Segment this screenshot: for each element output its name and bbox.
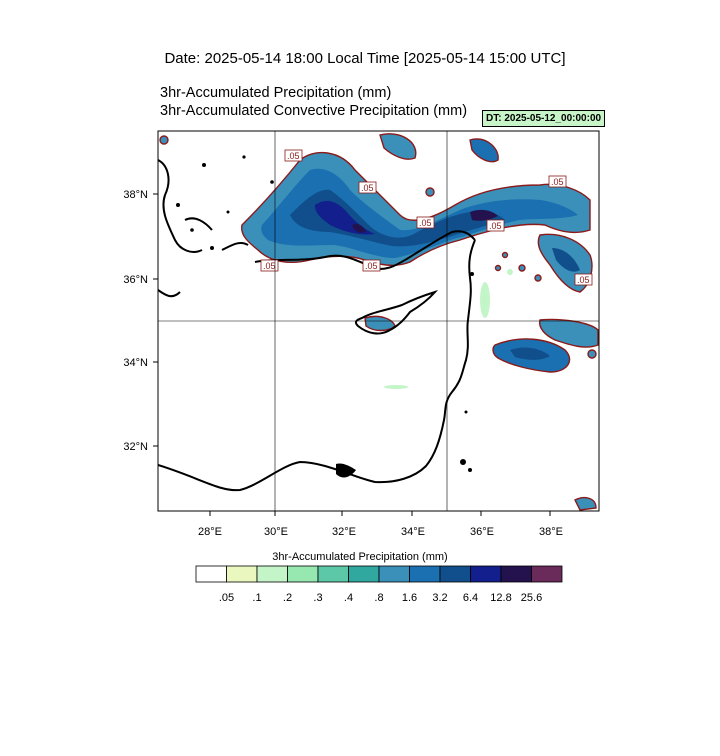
colorbar-label: .1 [252, 592, 261, 604]
colorbar-label: .05 [219, 592, 234, 604]
islands [176, 155, 474, 478]
colorbar-swatch [409, 565, 441, 583]
colorbar-swatch [531, 565, 563, 583]
date-title: Date: 2025-05-14 18:00 Local Time [2025-… [164, 50, 566, 67]
lon-tick-label: 28°E [198, 526, 222, 538]
precip-cells-east [159, 133, 599, 511]
lon-tick-label: 34°E [401, 526, 425, 538]
coast-levant [158, 239, 476, 492]
contour-label: .05 [365, 261, 378, 271]
contour-label: .05 [551, 177, 564, 187]
colorbar-swatch [256, 565, 288, 583]
contour-label: .05 [419, 218, 432, 228]
colorbar-swatch [470, 565, 502, 583]
colorbar-swatch [195, 565, 227, 583]
lon-tick-label: 32°E [332, 526, 356, 538]
variable-title-convective: 3hr-Accumulated Convective Precipitation… [160, 103, 468, 119]
colorbar-swatch [348, 565, 380, 583]
colorbar-label: 25.6 [521, 592, 542, 604]
variable-title-precip: 3hr-Accumulated Precipitation (mm) [160, 85, 392, 101]
colorbar-label: .4 [344, 592, 353, 604]
lat-tick-label: 38°N [123, 189, 148, 201]
lat-tick-label: 36°N [123, 274, 148, 286]
contour-label: .05 [263, 261, 276, 271]
map-panel: .05 .05 .05 .05 .05 .05 .05 .05 [158, 131, 599, 511]
lon-tick-label: 30°E [264, 526, 288, 538]
contour-label: .05 [489, 221, 502, 231]
colorbar-swatch [226, 565, 258, 583]
coast-crete [158, 289, 181, 298]
lon-tick-label: 38°E [539, 526, 563, 538]
colorbar-label: 6.4 [463, 592, 478, 604]
colorbar-label: 12.8 [490, 592, 511, 604]
contour-label: .05 [361, 183, 374, 193]
lon-tick-label: 36°E [470, 526, 494, 538]
gridlines [158, 131, 599, 511]
colorbar-label: .3 [313, 592, 322, 604]
colorbar-swatch [287, 565, 319, 583]
light-precip-patches [384, 269, 513, 389]
colorbar [195, 565, 563, 583]
colorbar-swatch [439, 565, 471, 583]
contour-label: .05 [287, 151, 300, 161]
lat-tick-label: 32°N [123, 441, 148, 453]
map-frame [157, 130, 600, 512]
coastlines [158, 159, 476, 492]
colorbar-swatch [378, 565, 410, 583]
coast-turkey [254, 230, 476, 270]
colorbar-label: 1.6 [402, 592, 417, 604]
contour-labels: .05 .05 .05 .05 .05 .05 .05 .05 [260, 149, 593, 286]
lat-tick-label: 34°N [123, 357, 148, 369]
coast-cyprus [354, 290, 439, 335]
init-time-badge: DT: 2025-05-12_00:00:00 [482, 110, 606, 127]
colorbar-labels: .05 .1 .2 .3 .4 .8 1.6 3.2 6.4 12.8 25.6 [219, 592, 542, 604]
coast-aegean [158, 159, 249, 253]
colorbar-title: 3hr-Accumulated Precipitation (mm) [272, 551, 448, 563]
axis-ticks [153, 193, 551, 516]
colorbar-swatch [500, 565, 532, 583]
colorbar-swatch [317, 565, 349, 583]
colorbar-label: .2 [283, 592, 292, 604]
colorbar-label: 3.2 [432, 592, 447, 604]
colorbar-label: .8 [374, 592, 383, 604]
contour-label: .05 [577, 275, 590, 285]
